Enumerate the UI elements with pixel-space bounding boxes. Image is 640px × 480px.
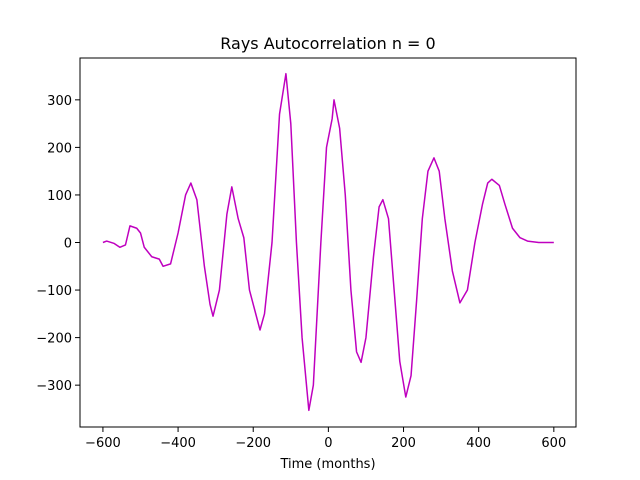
- x-axis-label: Time (months): [279, 457, 375, 472]
- data-line: [102, 72, 554, 412]
- y-tick-label: −200: [36, 332, 72, 347]
- chart-title: Rays Autocorrelation n = 0: [220, 34, 435, 53]
- x-tick-label: 600: [541, 436, 566, 451]
- x-tick-label: −400: [160, 436, 196, 451]
- x-tick-label: −200: [235, 436, 271, 451]
- x-tick-label: 0: [324, 436, 332, 451]
- axes-frame: [79, 57, 577, 428]
- x-tick-label: −600: [85, 436, 121, 451]
- y-tick-label: −100: [36, 284, 72, 299]
- y-tick-label: 0: [64, 237, 72, 252]
- x-tick-label: 200: [391, 436, 416, 451]
- y-tick-label: 200: [47, 141, 72, 156]
- y-tick-label: 100: [47, 189, 72, 204]
- y-tick-label: −300: [36, 379, 72, 394]
- x-tick-label: 400: [466, 436, 491, 451]
- y-tick-label: 300: [47, 94, 72, 109]
